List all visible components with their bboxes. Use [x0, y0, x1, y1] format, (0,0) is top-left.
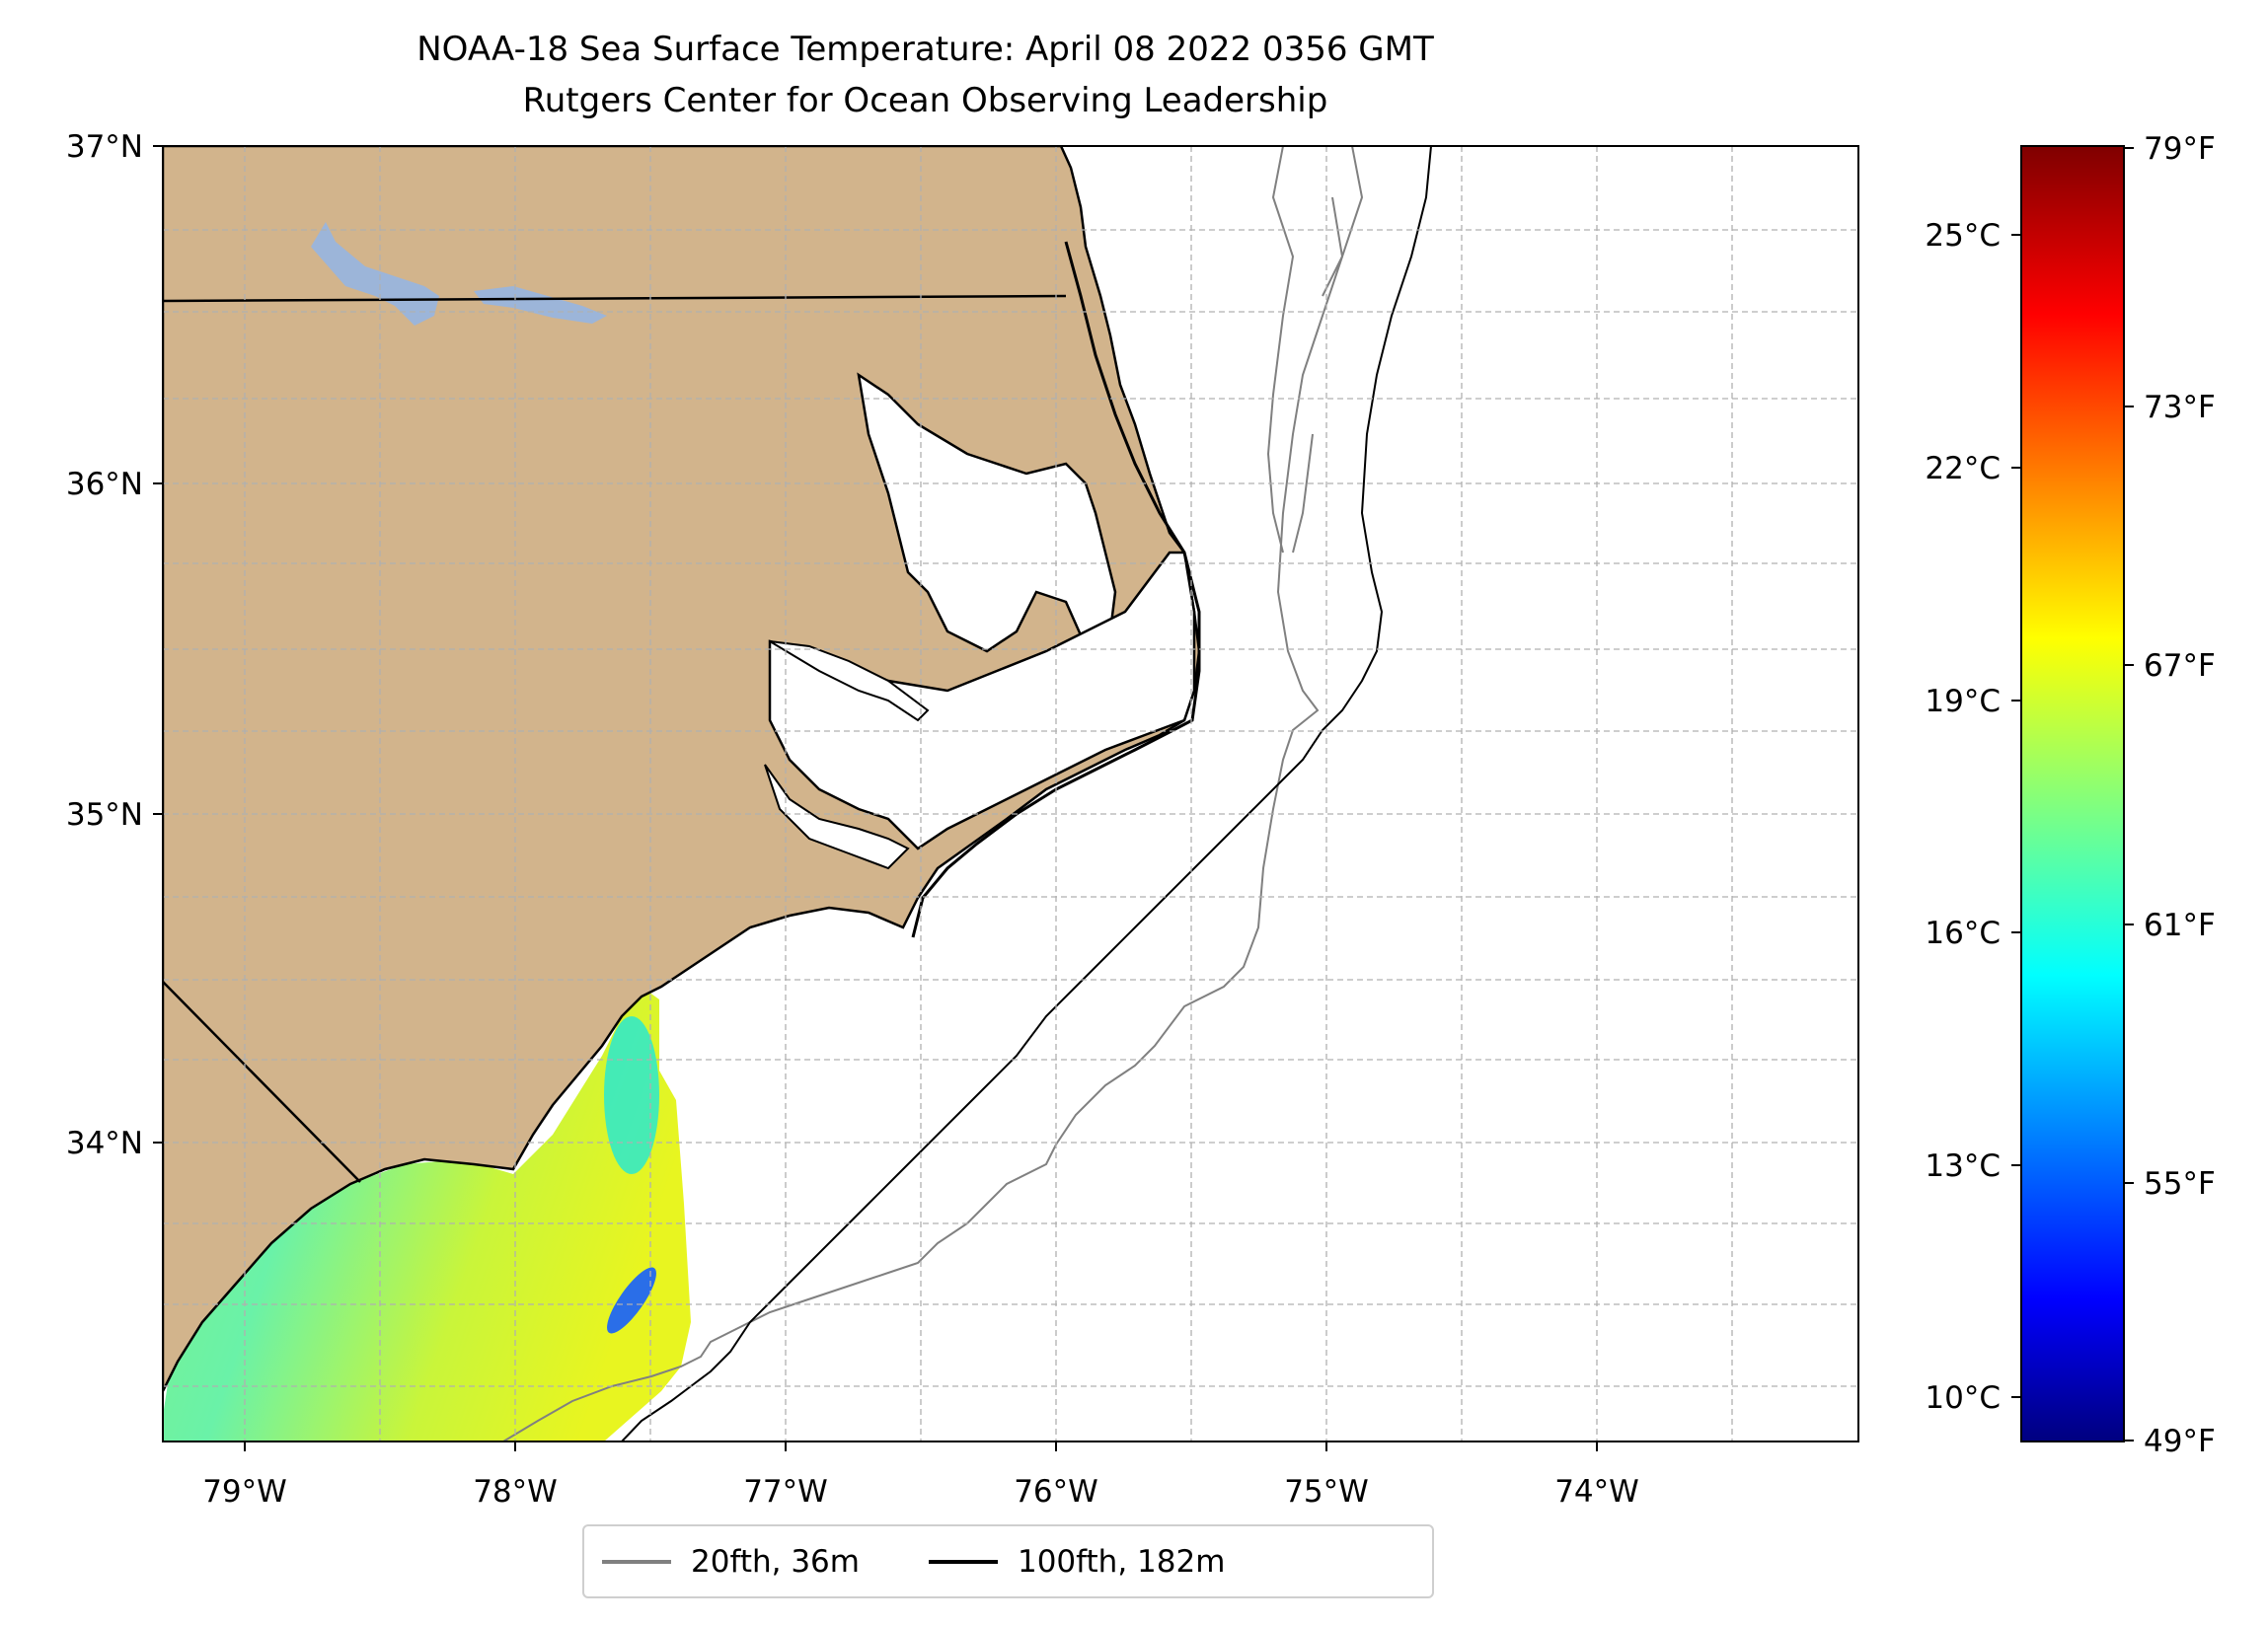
fahrenheit-label-61: 61°F	[2144, 908, 2216, 943]
va-nc-border	[163, 294, 1067, 303]
isobath-20fth-2	[1266, 146, 1344, 554]
fahrenheit-label-49: 49°F	[2144, 1424, 2216, 1459]
chart-title: NOAA-18 Sea Surface Temperature: April 0…	[416, 30, 1434, 69]
lat-ticks	[153, 145, 163, 1144]
pamlico-river	[769, 640, 930, 722]
outer-banks	[911, 241, 1201, 938]
lon-label-77: 77°W	[743, 1474, 828, 1510]
map-grid	[163, 145, 1858, 1441]
lon-label-76: 76°W	[1014, 1474, 1098, 1510]
celsius-label-22: 22°C	[1925, 451, 2001, 486]
legend-item-100fth: 100fth, 182m	[928, 1543, 1226, 1580]
sst-data-patch	[163, 987, 691, 1441]
celsius-label-10: 10°C	[1925, 1380, 2001, 1416]
colorbar	[2020, 145, 2125, 1442]
legend-item-20fth: 20fth, 36m	[602, 1544, 860, 1580]
pamlico-sound	[768, 551, 1196, 850]
fahrenheit-label-79: 79°F	[2144, 131, 2216, 167]
legend-label-20fth: 20fth, 36m	[691, 1543, 860, 1580]
legend: 20fth, 36m 100fth, 182m	[582, 1524, 1434, 1598]
map-frame	[162, 145, 1859, 1442]
fahrenheit-ticks	[2124, 147, 2134, 1441]
lat-label-35: 35°N	[66, 797, 143, 833]
lon-label-74: 74°W	[1554, 1474, 1639, 1510]
lat-label-34: 34°N	[66, 1126, 143, 1161]
lon-ticks	[244, 1441, 1598, 1451]
fahrenheit-label-55: 55°F	[2144, 1166, 2216, 1202]
isobath-20fth	[502, 146, 1364, 1441]
chart-subtitle: Rutgers Center for Ocean Observing Leade…	[522, 81, 1328, 120]
lat-label-37: 37°N	[66, 129, 143, 165]
celsius-label-19: 19°C	[1925, 684, 2001, 719]
legend-line-gray	[602, 1559, 671, 1564]
lon-label-79: 79°W	[202, 1474, 287, 1510]
legend-line-black	[928, 1559, 998, 1564]
celsius-label-13: 13°C	[1925, 1148, 2001, 1184]
celsius-label-16: 16°C	[1925, 916, 2001, 951]
sst-cool-area	[604, 1016, 659, 1174]
fahrenheit-label-67: 67°F	[2144, 648, 2216, 684]
lon-label-75: 75°W	[1284, 1474, 1369, 1510]
sst-cold-spot	[607, 1267, 656, 1334]
fahrenheit-label-73: 73°F	[2144, 390, 2216, 425]
lat-label-36: 36°N	[66, 467, 143, 502]
celsius-ticks	[2011, 234, 2021, 1398]
celsius-label-25: 25°C	[1925, 218, 2001, 254]
isobath-100fth	[621, 146, 1432, 1441]
legend-label-100fth: 100fth, 182m	[1017, 1543, 1226, 1580]
lon-label-78: 78°W	[473, 1474, 558, 1510]
neuse-river	[764, 764, 910, 870]
nc-sc-border	[163, 981, 361, 1183]
